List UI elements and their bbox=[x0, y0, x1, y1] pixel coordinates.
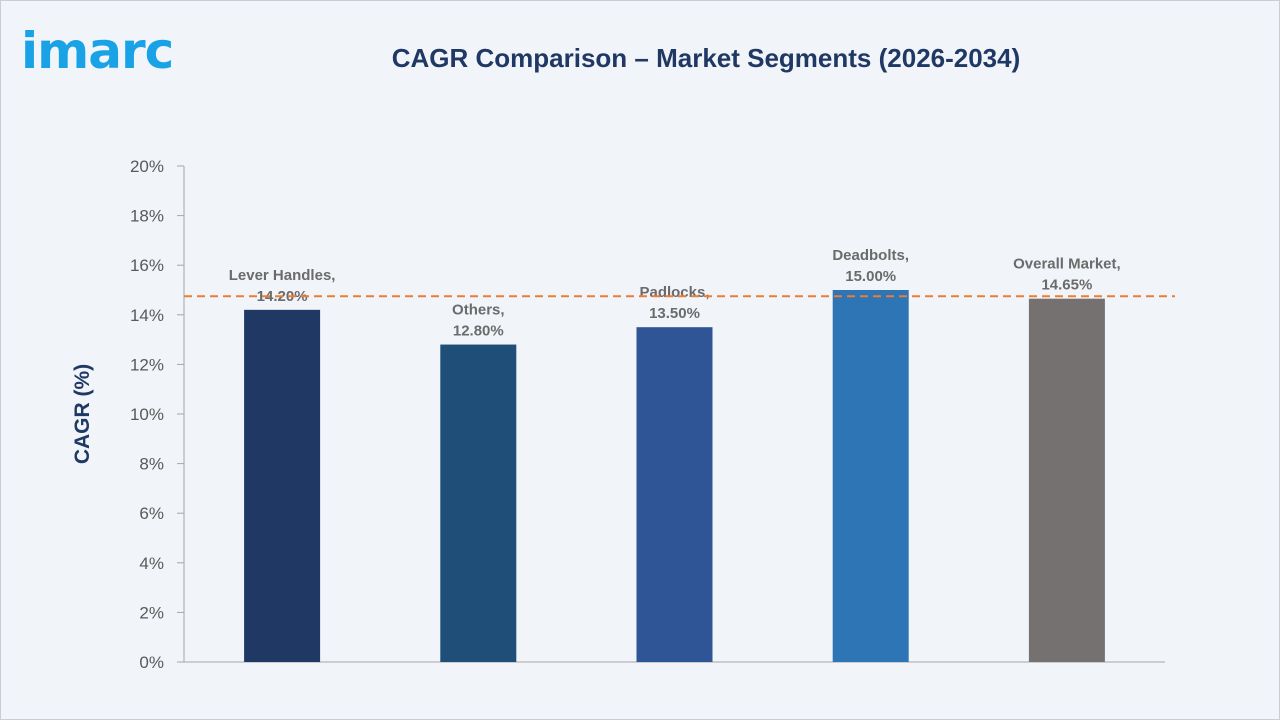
data-label-category: Overall Market, bbox=[1013, 256, 1121, 273]
y-tick-label: 0% bbox=[139, 653, 164, 672]
data-label-category: Deadbolts, bbox=[832, 247, 909, 264]
y-tick-label: 18% bbox=[130, 207, 164, 226]
bar-others bbox=[440, 344, 517, 662]
bar-overall-market bbox=[1028, 298, 1105, 662]
y-tick-label: 16% bbox=[130, 256, 164, 275]
y-tick-label: 2% bbox=[139, 603, 164, 622]
data-label-value: 13.50% bbox=[649, 305, 700, 322]
data-label-value: 12.80% bbox=[453, 323, 504, 340]
y-tick-label: 8% bbox=[139, 455, 164, 474]
imarc-logo: imarc bbox=[21, 19, 211, 83]
y-tick-label: 6% bbox=[139, 504, 164, 523]
data-label-category: Padlocks, bbox=[639, 284, 709, 301]
y-tick-label: 4% bbox=[139, 554, 164, 573]
bar-deadbolts bbox=[832, 290, 909, 662]
bar-padlocks bbox=[636, 327, 713, 662]
bar-lever-handles bbox=[244, 309, 321, 662]
y-tick-label: 20% bbox=[130, 157, 164, 176]
logo-text: imarc bbox=[21, 22, 174, 80]
y-tick-label: 12% bbox=[130, 355, 164, 374]
y-axis-label: CAGR (%) bbox=[71, 364, 94, 464]
y-tick-label: 14% bbox=[130, 306, 164, 325]
data-label-value: 14.65% bbox=[1041, 277, 1092, 294]
chart-title: CAGR Comparison – Market Segments (2026-… bbox=[391, 43, 1021, 73]
data-label-category: Lever Handles, bbox=[229, 267, 336, 284]
data-label-category: Others, bbox=[452, 302, 505, 319]
y-tick-label: 10% bbox=[130, 405, 164, 424]
data-label-value: 15.00% bbox=[845, 268, 896, 285]
